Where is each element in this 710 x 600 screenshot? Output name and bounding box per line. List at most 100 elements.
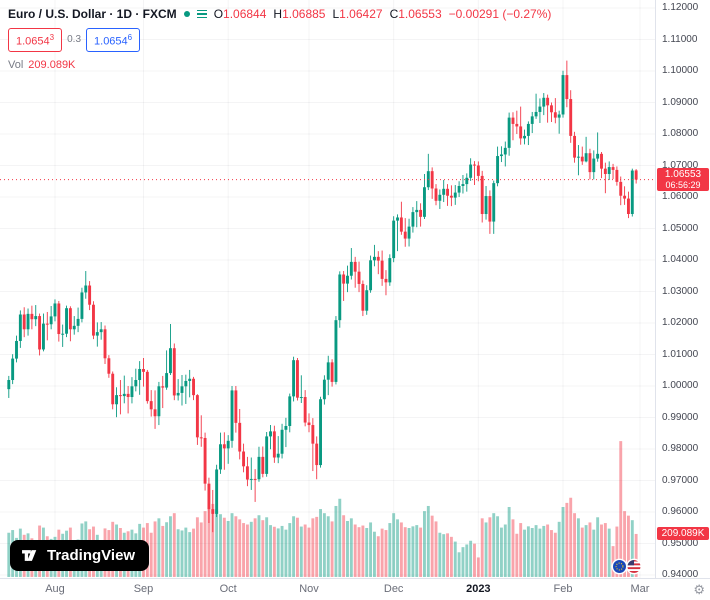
candle-body xyxy=(257,456,261,480)
chart-pane[interactable]: Euro / U.S. Dollar · 1D · FXCM O1.06844 … xyxy=(0,0,655,578)
candle-body xyxy=(26,313,30,330)
candlestick-volume-chart[interactable] xyxy=(0,0,655,578)
volume-bar xyxy=(184,527,188,577)
sell-price: 1.0654 xyxy=(16,35,50,48)
buy-button[interactable]: 1.06546 xyxy=(86,28,141,52)
candle-body xyxy=(72,325,76,330)
candle-body xyxy=(280,429,284,454)
candle-body xyxy=(592,158,596,173)
volume-bar xyxy=(330,521,334,577)
time-axis-label: Dec xyxy=(383,583,404,595)
candle-body xyxy=(296,360,299,398)
candle-body xyxy=(349,261,353,276)
candle-body xyxy=(145,371,149,402)
candle-body xyxy=(369,260,373,291)
tradingview-logo[interactable]: TradingView xyxy=(10,540,150,571)
candle-body xyxy=(365,290,369,311)
volume-bar xyxy=(469,540,473,577)
volume-bar xyxy=(357,527,361,577)
candle-body xyxy=(65,308,68,334)
candle-body xyxy=(138,368,142,381)
time-axis[interactable]: ⚙ Aug Sep Oct Nov Dec 2023 Feb Mar xyxy=(0,578,710,600)
volume-indicator-label[interactable]: Vol xyxy=(8,58,24,71)
candle-body xyxy=(288,396,292,426)
volume-bar xyxy=(269,525,272,577)
volume-axis-label: 209.089K xyxy=(657,526,709,540)
candle-body xyxy=(41,323,45,350)
volume-bar xyxy=(188,532,192,577)
volume-bar xyxy=(319,509,322,577)
candle-body xyxy=(407,226,411,239)
time-axis-settings-gear-icon[interactable]: ⚙ xyxy=(693,582,705,597)
volume-bar xyxy=(473,543,476,577)
volume-bar xyxy=(446,533,449,577)
candle-body xyxy=(342,274,346,284)
candle-body xyxy=(357,271,361,284)
tradingview-logo-mark-icon xyxy=(22,550,37,561)
candle-body xyxy=(176,392,180,396)
candle-body xyxy=(192,378,195,396)
volume-bar xyxy=(296,517,299,577)
candle-body xyxy=(626,198,630,215)
buy-price: 1.0654 xyxy=(94,35,128,48)
volume-bar xyxy=(276,528,280,577)
candle-body xyxy=(68,308,72,330)
candle-body xyxy=(311,425,315,444)
candle-body xyxy=(180,386,184,393)
ohlc-list-icon[interactable] xyxy=(196,9,207,19)
candle-body xyxy=(18,314,22,341)
price-axis-label: 1.06000 xyxy=(662,191,699,202)
high-value: 1.06885 xyxy=(282,7,326,21)
candle-body xyxy=(222,444,226,449)
last-price-label: 1.06553 06:56:29 xyxy=(657,167,709,191)
candle-body xyxy=(92,304,95,336)
candle-body xyxy=(172,348,176,396)
candle-body xyxy=(446,188,449,196)
low-value: 1.06427 xyxy=(339,7,383,21)
candle-body xyxy=(292,360,296,397)
volume-bar xyxy=(615,526,619,577)
candle-body xyxy=(576,156,580,158)
volume-bar xyxy=(299,526,303,577)
volume-bar xyxy=(630,520,634,577)
candle-body xyxy=(169,348,172,374)
volume-bar xyxy=(238,519,242,577)
candle-body xyxy=(473,164,476,166)
volume-bar xyxy=(415,525,419,577)
volume-bar xyxy=(600,524,603,577)
candle-body xyxy=(238,422,242,452)
volume-bar xyxy=(496,516,500,577)
candle-body xyxy=(153,409,157,417)
price-axis[interactable]: 1.06553 06:56:29 209.089K 1.12000 1.11000… xyxy=(655,0,710,580)
price-axis-label: 1.03000 xyxy=(662,285,699,297)
time-axis-label: Sep xyxy=(133,583,154,595)
price-axis-label: 0.97000 xyxy=(662,474,699,486)
candle-body xyxy=(142,368,145,372)
change-value: −0.00291 (−0.27%) xyxy=(448,7,552,21)
candle-body xyxy=(561,75,565,115)
volume-bar xyxy=(161,525,165,577)
candle-body xyxy=(392,220,396,259)
candle-body xyxy=(188,378,192,381)
price-axis-label: 0.95000 xyxy=(662,537,699,549)
volume-bar xyxy=(372,531,376,577)
volume-bar xyxy=(265,517,269,577)
candle-body xyxy=(338,274,342,321)
candle-body xyxy=(526,123,530,136)
candle-body xyxy=(15,340,18,359)
volume-bar xyxy=(322,513,326,577)
candle-body xyxy=(519,126,523,139)
sell-price-sup: 3 xyxy=(49,33,55,42)
candle-body xyxy=(396,217,399,221)
symbol-title[interactable]: Euro / U.S. Dollar · 1D · FXCM xyxy=(8,7,177,21)
candle-body xyxy=(84,285,88,293)
price-axis-label: 1.01000 xyxy=(662,348,699,360)
volume-bar xyxy=(565,502,569,577)
candle-body xyxy=(423,187,426,217)
volume-bar xyxy=(192,528,195,577)
candle-body xyxy=(276,453,280,458)
volume-bar xyxy=(338,498,342,577)
sell-button[interactable]: 1.06543 xyxy=(8,28,63,52)
price-axis-label: 1.07000 xyxy=(662,159,699,171)
volume-bar xyxy=(376,536,380,577)
